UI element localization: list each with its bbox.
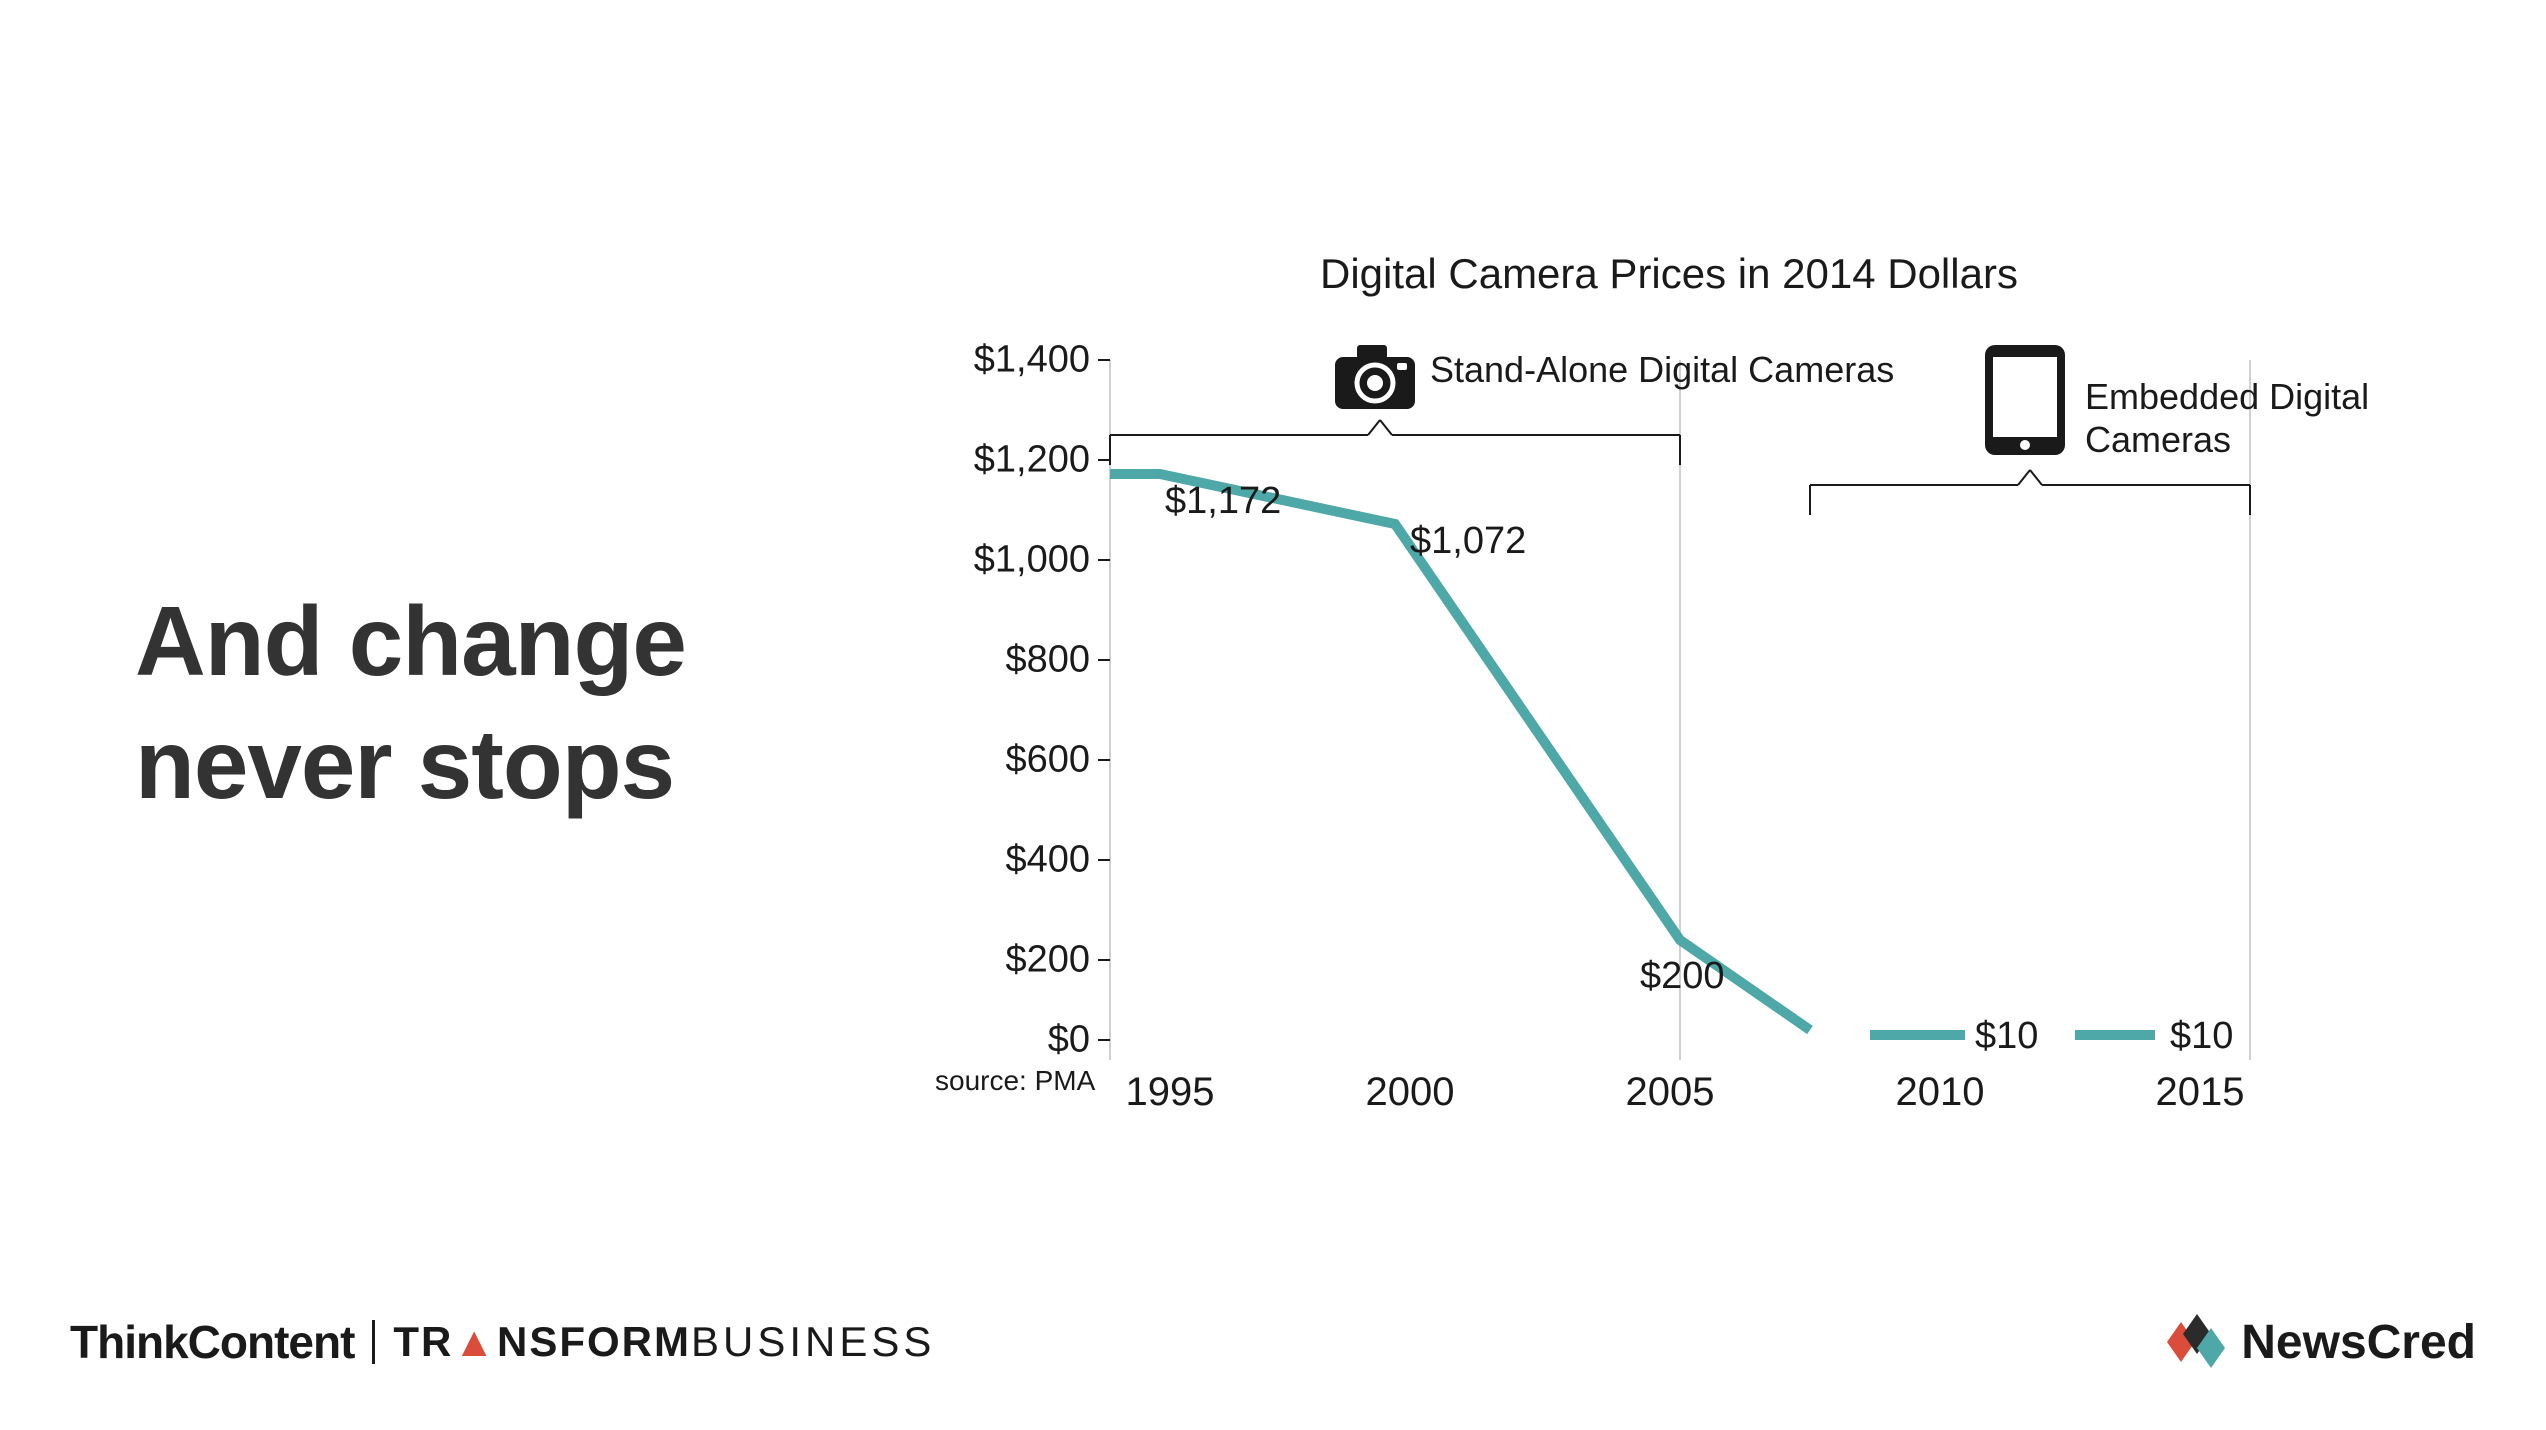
chart-title: Digital Camera Prices in 2014 Dollars bbox=[1320, 250, 2018, 298]
legend-embedded: Embedded Digital Cameras bbox=[2085, 375, 2405, 461]
tb-mid: NSFORM bbox=[497, 1318, 691, 1365]
ytick-200: $200 bbox=[1005, 939, 1090, 982]
datalabel-2015: $10 bbox=[2170, 1015, 2233, 1058]
xtick-2010: 2010 bbox=[1896, 1070, 1985, 1115]
headline-line-1: And change bbox=[135, 580, 686, 703]
ytick-0: $0 bbox=[1048, 1019, 1090, 1062]
tb-suffix: BUSINESS bbox=[691, 1318, 935, 1365]
chart-container: Digital Camera Prices in 2014 Dollars bbox=[920, 250, 2300, 1100]
y-ticks bbox=[1098, 360, 1110, 1040]
xtick-2005: 2005 bbox=[1626, 1070, 1715, 1115]
xtick-2015: 2015 bbox=[2156, 1070, 2245, 1115]
datalabel-2010: $10 bbox=[1975, 1015, 2038, 1058]
plot-area: $1,400 $1,200 $1,000 $800 $600 $400 $200… bbox=[1110, 360, 2250, 1060]
footer-divider bbox=[372, 1320, 375, 1364]
ytick-1200: $1,200 bbox=[974, 439, 1090, 482]
ytick-800: $800 bbox=[1005, 639, 1090, 682]
xtick-2000: 2000 bbox=[1366, 1070, 1455, 1115]
source-label: source: PMA bbox=[935, 1065, 1095, 1097]
camera-icon bbox=[1335, 345, 1415, 409]
headline-line-2: never stops bbox=[135, 703, 686, 826]
ytick-400: $400 bbox=[1005, 839, 1090, 882]
datalabel-2000: $1,072 bbox=[1410, 520, 1526, 563]
tb-prefix: TR bbox=[393, 1318, 453, 1365]
footer-left: ThinkContent TR▲NSFORMBUSINESS bbox=[70, 1315, 935, 1369]
newscred-text: NewsCred bbox=[2241, 1315, 2476, 1370]
ytick-1400: $1,400 bbox=[974, 339, 1090, 382]
ytick-600: $600 bbox=[1005, 739, 1090, 782]
bracket-standalone bbox=[1110, 420, 1680, 465]
ytick-1000: $1,000 bbox=[974, 539, 1090, 582]
xtick-1995: 1995 bbox=[1126, 1070, 1215, 1115]
legend-embedded-text: Embedded Digital Cameras bbox=[2085, 376, 2369, 460]
datalabel-1995: $1,172 bbox=[1165, 480, 1281, 523]
newscred-logo: NewsCred bbox=[2167, 1314, 2476, 1370]
footer: ThinkContent TR▲NSFORMBUSINESS NewsCred bbox=[70, 1314, 2476, 1370]
datalabel-2005: $200 bbox=[1640, 955, 1725, 998]
bracket-embedded bbox=[1810, 470, 2250, 515]
legend-standalone-text: Stand-Alone Digital Cameras bbox=[1430, 349, 1894, 390]
transform-business-logo: TR▲NSFORMBUSINESS bbox=[393, 1318, 935, 1366]
thinkcontent-logo: ThinkContent bbox=[70, 1315, 354, 1369]
headline: And change never stops bbox=[135, 580, 686, 825]
legend-standalone: Stand-Alone Digital Cameras bbox=[1430, 348, 1894, 391]
newscred-icon bbox=[2167, 1314, 2227, 1370]
tablet-icon bbox=[1985, 345, 2065, 455]
tb-triangle-icon: ▲ bbox=[453, 1318, 497, 1365]
